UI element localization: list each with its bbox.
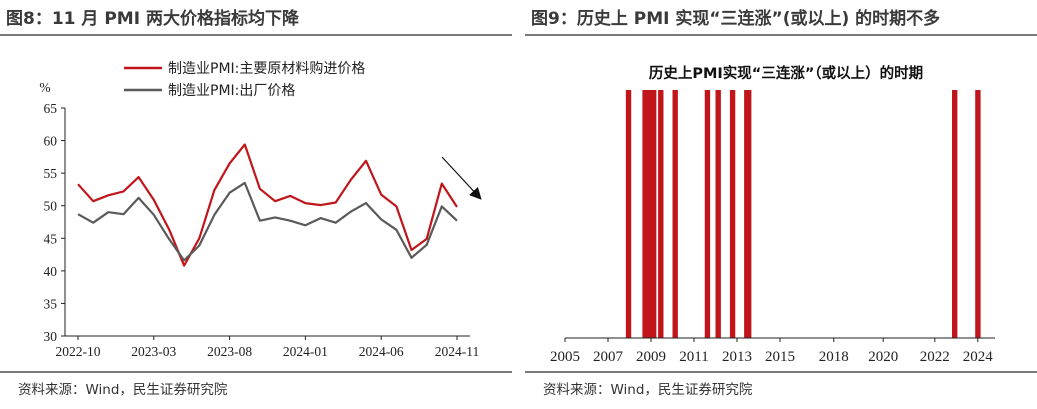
right-chart-panel: 图9：历史上 PMI 实现“三连涨”(或以上) 的时期不多 历史上PMI实现“三… (525, 0, 1037, 409)
title-rule (0, 34, 512, 36)
x-tick-label: 2005 (550, 349, 580, 365)
x-tick-label: 2024-11 (435, 344, 480, 359)
y-tick-label: 65 (44, 101, 58, 116)
x-tick-label: 2011 (679, 349, 708, 365)
period-bar (715, 90, 721, 338)
y-tick-label: 50 (44, 199, 58, 214)
source-note: 资料来源：Wind，民生证券研究院 (543, 382, 753, 398)
period-bar (952, 90, 958, 338)
footer-rule (0, 371, 512, 373)
title-rule (525, 34, 1037, 36)
y-tick-label: 45 (44, 231, 58, 246)
period-bar-chart: 历史上PMI实现“三连涨”（或以上）的时期 2005 2007 2009 2011 201… (550, 64, 995, 365)
period-bar (642, 90, 657, 338)
y-tick-label: 30 (44, 329, 58, 344)
period-bar (658, 90, 664, 338)
x-tick-label: 2023-03 (131, 344, 176, 359)
period-bar (625, 90, 632, 338)
period-bar (744, 90, 752, 338)
x-tick-label: 2024 (963, 349, 994, 365)
period-bar (729, 90, 736, 338)
x-tick-label: 2023-08 (207, 344, 252, 359)
x-tick-label: 2022-10 (56, 344, 101, 359)
y-tick-label: 35 (44, 296, 58, 311)
x-tick-label: 2015 (765, 349, 795, 365)
legend-label: 制造业PMI:出厂价格 (168, 83, 295, 99)
period-bar (704, 90, 711, 338)
x-tick-label: 2013 (722, 349, 752, 365)
x-tick-label: 2024-06 (359, 344, 404, 359)
legend-label: 制造业PMI:主要原材料购进价格 (168, 61, 365, 77)
figure-title: 图8：11 月 PMI 两大价格指标均下降 (6, 9, 299, 29)
x-tick-label: 2018 (819, 349, 849, 365)
x-tick-label: 2020 (868, 349, 898, 365)
figure-title: 图9：历史上 PMI 实现“三连涨”(或以上) 的时期不多 (531, 9, 941, 29)
y-tick-label: 40 (44, 264, 58, 279)
source-note: 资料来源：Wind，民生证券研究院 (18, 382, 228, 398)
footer-rule (525, 371, 1037, 373)
x-tick-label: 2022 (920, 349, 950, 365)
y-tick-label: 55 (44, 166, 58, 181)
x-tick-label: 2007 (593, 349, 624, 365)
y-tick-label: 60 (44, 134, 58, 149)
period-bar (672, 90, 678, 338)
left-chart-panel: 图8：11 月 PMI 两大价格指标均下降 % 30 35 40 45 50 55 60 65 2… (0, 0, 512, 409)
series-line-2 (77, 181, 458, 262)
x-tick-label: 2009 (636, 349, 666, 365)
x-tick-label: 2024-01 (283, 344, 328, 359)
series-line-1 (77, 143, 458, 267)
y-axis-unit: % (39, 80, 50, 95)
period-bar (975, 90, 981, 338)
line-chart: % 30 35 40 45 50 55 60 65 2022-10 2023-03 2023-08 20… (39, 61, 482, 359)
trend-arrow (441, 156, 482, 200)
chart-title: 历史上PMI实现“三连涨”（或以上）的时期 (649, 64, 923, 82)
